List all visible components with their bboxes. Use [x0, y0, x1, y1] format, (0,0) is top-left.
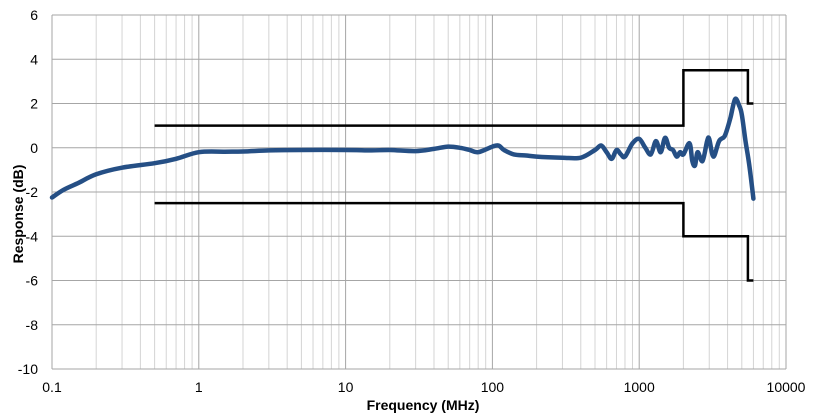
x-axis-title: Frequency (MHz): [367, 397, 480, 413]
y-tick-label: 2: [30, 96, 38, 112]
lower-limit-line: [154, 201, 754, 282]
x-tick-label: 1000: [624, 379, 655, 395]
x-tick-label: 100: [481, 379, 505, 395]
major-gridlines: [51, 14, 787, 370]
y-tick-label: 0: [30, 140, 38, 156]
y-axis-title: Response (dB): [10, 165, 26, 264]
response-curve: [49, 96, 756, 201]
limit-mask-lines: [154, 69, 754, 282]
x-tick-labels: 0.1 1 10 100 1000 10000: [42, 379, 805, 395]
x-tick-label: 0.1: [42, 379, 62, 395]
y-tick-label: 6: [30, 7, 38, 23]
x-tick-label: 10000: [767, 379, 806, 395]
x-tick-label: 1: [195, 379, 203, 395]
x-tick-label: 10: [338, 379, 354, 395]
y-tick-label: -4: [26, 228, 39, 244]
y-tick-labels: -10 -8 -6 -4 -2 0 2 4 6: [18, 7, 38, 377]
data-series: [49, 96, 756, 201]
y-tick-label: -10: [18, 361, 38, 377]
upper-limit-line: [154, 69, 754, 127]
y-tick-label: 4: [30, 51, 38, 67]
y-tick-label: -8: [26, 317, 39, 333]
y-tick-label: -2: [26, 184, 39, 200]
y-tick-label: -6: [26, 273, 39, 289]
